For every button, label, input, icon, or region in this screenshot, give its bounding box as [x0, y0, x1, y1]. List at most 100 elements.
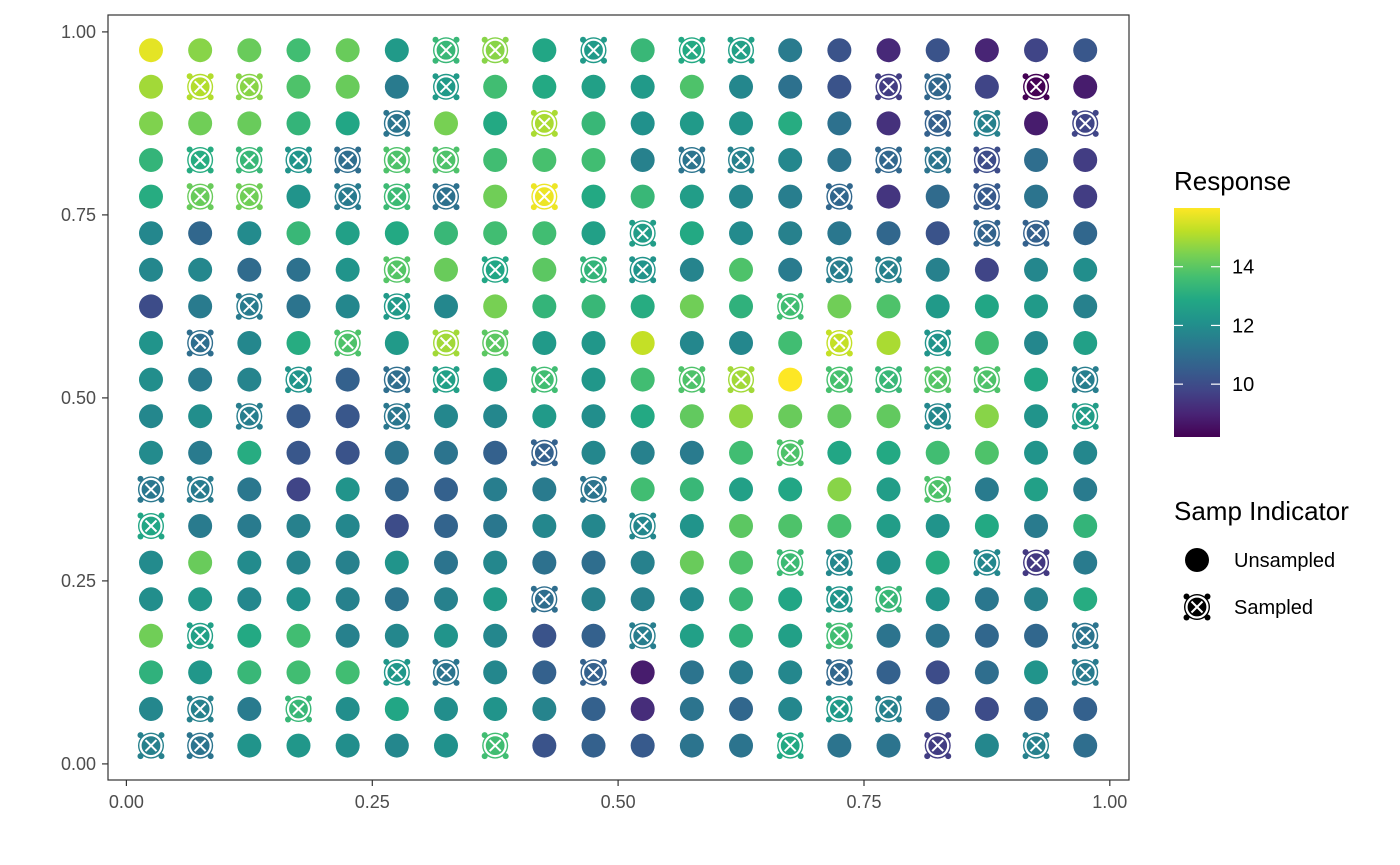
- unsampled-point: [581, 514, 606, 538]
- unsampled-point: [237, 623, 262, 648]
- unsampled-point: [876, 440, 901, 465]
- unsampled-point: [188, 367, 213, 392]
- unsampled-point: [1073, 477, 1098, 502]
- unsampled-point: [679, 514, 704, 538]
- sampled-point: [825, 549, 853, 577]
- unsampled-point: [1024, 148, 1049, 172]
- unsampled-point: [188, 440, 213, 465]
- unsampled-point: [286, 221, 311, 246]
- sampled-point: [875, 256, 903, 284]
- color-legend: Response 10 12 14: [1174, 166, 1291, 437]
- unsampled-point: [434, 587, 459, 612]
- unsampled-point: [1073, 587, 1098, 612]
- sampled-point: [186, 695, 214, 723]
- sampled-point: [383, 292, 411, 320]
- sampled-point: [1022, 73, 1050, 101]
- sampled-point: [825, 256, 853, 284]
- unsampled-point: [630, 477, 655, 502]
- unsampled-point: [335, 587, 360, 612]
- unsampled-point: [483, 404, 508, 429]
- sampled-point: [776, 549, 804, 577]
- unsampled-point: [778, 697, 803, 721]
- unsampled-point: [630, 550, 655, 575]
- unsampled-point: [532, 660, 557, 685]
- unsampled-point: [1073, 733, 1098, 758]
- unsampled-point: [1024, 514, 1049, 538]
- unsampled-point: [286, 111, 311, 136]
- unsampled-point: [138, 697, 163, 721]
- unsampled-point: [483, 294, 508, 319]
- unsampled-point: [483, 550, 508, 575]
- sampled-point: [825, 585, 853, 613]
- unsampled-point: [532, 733, 557, 758]
- unsampled-point: [286, 331, 311, 355]
- unsampled-point: [483, 514, 508, 538]
- unsampled-point: [679, 623, 704, 648]
- unsampled-point: [974, 38, 999, 63]
- unsampled-point: [188, 111, 213, 136]
- sampled-point: [973, 219, 1001, 247]
- sampled-point: [580, 658, 608, 686]
- unsampled-point: [188, 404, 213, 429]
- sampled-point: [678, 366, 706, 394]
- unsampled-point: [876, 623, 901, 648]
- unsampled-point: [630, 294, 655, 319]
- sampled-point: [1071, 658, 1099, 686]
- unsampled-point: [925, 660, 950, 685]
- color-tick-label: 12: [1232, 315, 1254, 337]
- sampled-point: [875, 695, 903, 723]
- unsampled-point: [532, 74, 557, 99]
- unsampled-point: [483, 587, 508, 612]
- unsampled-point: [335, 294, 360, 319]
- unsampled-point: [827, 74, 852, 99]
- unsampled-point: [876, 660, 901, 685]
- unsampled-point: [237, 331, 262, 355]
- x-tick-label: 0.00: [109, 792, 144, 812]
- unsampled-point: [729, 733, 754, 758]
- unsampled-point: [384, 733, 409, 758]
- unsampled-point: [138, 623, 163, 648]
- unsampled-point: [679, 477, 704, 502]
- sampled-point: [383, 183, 411, 211]
- unsampled-point: [384, 697, 409, 721]
- unsampled-point: [729, 331, 754, 355]
- unsampled-point: [237, 221, 262, 246]
- sampled-point: [825, 366, 853, 394]
- sampled-point: [924, 732, 952, 760]
- sampled-point: [235, 146, 263, 174]
- unsampled-point: [827, 221, 852, 246]
- x-tick-label: 0.25: [355, 792, 390, 812]
- unsampled-point: [1073, 697, 1098, 721]
- unsampled-point: [286, 587, 311, 612]
- unsampled-point: [729, 623, 754, 648]
- unsampled-point: [827, 733, 852, 758]
- unsampled-point: [974, 733, 999, 758]
- unsampled-point: [237, 477, 262, 502]
- unsampled-point: [483, 148, 508, 172]
- unsampled-point: [434, 514, 459, 538]
- unsampled-point: [925, 514, 950, 538]
- unsampled-point: [483, 623, 508, 648]
- y-tick-label: 0.75: [61, 205, 96, 225]
- unsampled-point: [925, 38, 950, 63]
- unsampled-point: [286, 440, 311, 465]
- unsampled-point: [1024, 111, 1049, 136]
- unsampled-point: [1073, 221, 1098, 246]
- unsampled-point: [974, 404, 999, 429]
- unsampled-point: [434, 623, 459, 648]
- sampled-point: [973, 183, 1001, 211]
- unsampled-point: [581, 74, 606, 99]
- unsampled-point: [876, 550, 901, 575]
- unsampled-point: [237, 367, 262, 392]
- unsampled-point: [925, 697, 950, 721]
- sampled-point: [1071, 402, 1099, 430]
- unsampled-point: [384, 587, 409, 612]
- unsampled-point: [434, 111, 459, 136]
- sampled-point: [629, 219, 657, 247]
- unsampled-point: [1024, 697, 1049, 721]
- sampled-point: [924, 475, 952, 503]
- unsampled-point: [581, 331, 606, 355]
- unsampled-point: [1073, 74, 1098, 99]
- unsampled-point: [581, 404, 606, 429]
- sampled-point: [924, 329, 952, 357]
